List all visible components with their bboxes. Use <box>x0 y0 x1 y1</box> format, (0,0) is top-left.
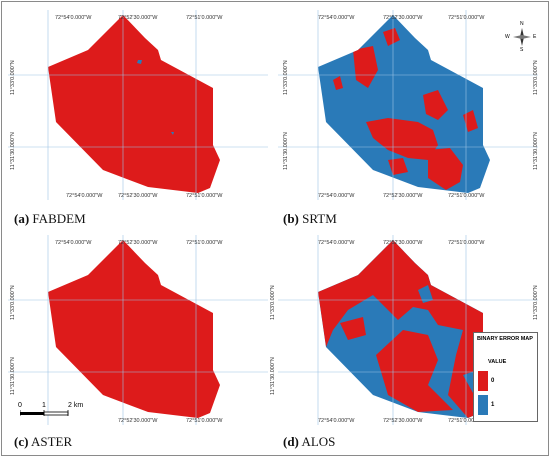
error-patch <box>423 90 448 120</box>
lat-label-bottom: 11°31'30.000"N <box>533 132 539 170</box>
lon-label-top-mid: 72°52'30.000"W <box>383 240 423 246</box>
caption-fabdem: (a) FABDEM <box>14 211 86 227</box>
scale-bar: 0 1 2 km <box>18 402 148 424</box>
graticule <box>278 10 538 200</box>
error-patch <box>428 148 463 190</box>
lon-label-top-right: 72°51'0.000"W <box>448 240 485 246</box>
lon-label-top-right: 72°51'0.000"W <box>448 15 485 21</box>
caption-letter: (a) <box>14 211 30 226</box>
lat-label-top: 11°33'0.000"N <box>10 285 16 320</box>
legend-swatch-1 <box>478 395 488 415</box>
error-patch <box>418 285 433 303</box>
map-aster <box>8 235 268 425</box>
compass-rose: N S E W <box>505 21 537 53</box>
lon-label-top-mid: 72°52'30.000"W <box>383 15 423 21</box>
graticule <box>8 10 268 200</box>
lon-label-top-mid: 72°52'30.000"W <box>118 240 158 246</box>
error-patch <box>458 275 473 300</box>
error-1-patches <box>137 60 174 135</box>
lat-label-top: 11°33'0.000"N <box>10 60 16 95</box>
error-patch <box>171 132 174 135</box>
lon-label-bottom-left: 72°54'0.000"W <box>318 193 355 199</box>
panel-srtm <box>278 10 538 205</box>
compass-s: S <box>520 47 524 53</box>
lat-label-top: 11°33'0.000"N <box>270 285 276 320</box>
lon-label-bottom-mid: 72°52'30.000"W <box>118 193 158 199</box>
scale-bar-graphic <box>20 410 69 416</box>
error-patch <box>353 46 378 88</box>
scale-tick-1: 1 <box>42 402 46 409</box>
legend: BINARY ERROR MAP VALUE 0 1 <box>473 332 538 422</box>
lon-label-top-mid: 72°52'30.000"W <box>118 15 158 21</box>
error-patch <box>453 52 464 70</box>
scale-tick-0: 0 <box>18 402 22 409</box>
lon-label-top-left: 72°54'0.000"W <box>318 240 355 246</box>
lon-label-top-left: 72°54'0.000"W <box>55 15 92 21</box>
error-patch <box>366 118 438 160</box>
lon-label-bottom-left: 72°54'0.000"W <box>66 193 103 199</box>
lon-label-bottom-mid: 72°52'30.000"W <box>118 418 158 424</box>
lon-label-top-left: 72°54'0.000"W <box>318 15 355 21</box>
caption-label: ASTER <box>30 434 73 449</box>
lon-label-bottom-left: 72°54'0.000"W <box>318 418 355 424</box>
scale-tick-2: 2 km <box>68 402 84 409</box>
lon-label-bottom-right: 72°51'0.000"W <box>186 193 223 199</box>
caption-letter: (c) <box>14 434 29 449</box>
lat-label-bottom-left: 11°31'30.000"N <box>283 132 289 170</box>
lat-label-top-right: 11°33'0.000"N <box>533 285 539 320</box>
caption-label: SRTM <box>302 211 337 226</box>
error-patch <box>333 76 343 90</box>
error-patch <box>137 60 142 64</box>
lon-label-bottom-right: 72°51'0.000"W <box>448 193 485 199</box>
legend-label-1: 1 <box>491 402 495 408</box>
caption-letter: (d) <box>283 434 299 449</box>
caption-label: ALOS <box>301 434 336 449</box>
error-patch <box>376 330 453 412</box>
error-patch <box>340 317 366 340</box>
error-patch <box>463 110 478 132</box>
error-patch <box>383 28 400 46</box>
aoi-polygon <box>48 240 220 418</box>
caption-aster: (c) ASTER <box>14 434 72 450</box>
lat-label-top: 11°33'0.000"N <box>533 60 539 95</box>
lon-label-top-right: 72°51'0.000"W <box>186 240 223 246</box>
graticule <box>278 235 538 425</box>
lat-label-bottom: 11°31'30.000"N <box>10 357 16 395</box>
error-patch <box>318 240 490 418</box>
legend-swatch-0 <box>478 371 488 391</box>
legend-subtitle: VALUE <box>488 359 507 365</box>
caption-srtm: (b) SRTM <box>283 211 337 227</box>
aoi-polygon <box>48 15 220 193</box>
lon-label-bottom-right: 72°51'0.000"W <box>186 418 223 424</box>
graticule <box>8 235 268 425</box>
caption-alos: (d) ALOS <box>283 434 335 450</box>
lat-label-top-left: 11°33'0.000"N <box>283 60 289 95</box>
lon-label-bottom-right: 72°51'0.000"W <box>448 418 485 424</box>
map-fabdem <box>8 10 268 200</box>
lat-label-bottom: 11°31'30.000"N <box>10 132 16 170</box>
caption-label: FABDEM <box>32 211 86 226</box>
lon-label-bottom-mid: 72°52'30.000"W <box>383 193 423 199</box>
compass-n: N <box>520 21 524 27</box>
panel-fabdem <box>8 10 268 205</box>
lon-label-bottom-mid: 72°52'30.000"W <box>383 418 423 424</box>
lon-label-top-right: 72°51'0.000"W <box>186 15 223 21</box>
lat-label-bottom: 11°31'30.000"N <box>270 357 276 395</box>
compass-w: W <box>505 34 510 40</box>
compass-e: E <box>533 34 537 40</box>
caption-letter: (b) <box>283 211 299 226</box>
compass-icon <box>513 28 531 46</box>
legend-title: BINARY ERROR MAP <box>477 336 533 342</box>
map-srtm <box>278 10 538 200</box>
legend-label-0: 0 <box>491 378 495 384</box>
lon-label-top-left: 72°54'0.000"W <box>55 240 92 246</box>
panel-aster <box>8 235 268 430</box>
